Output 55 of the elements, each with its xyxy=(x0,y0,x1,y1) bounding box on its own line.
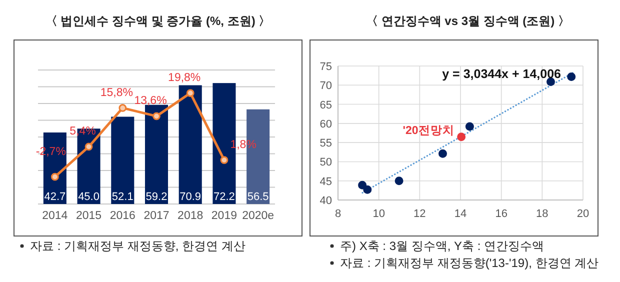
point xyxy=(358,180,367,190)
data-label: 72.2 xyxy=(214,191,235,203)
point xyxy=(567,72,576,81)
text: 주) X축 : 3월 징수액, Y축 : 연간징수액 xyxy=(340,239,544,253)
x-tick-label: 2016 xyxy=(110,210,136,222)
data-label: 59.2 xyxy=(146,191,168,203)
x-tick-label: 18 xyxy=(536,208,548,220)
data-label: 13,6% xyxy=(134,95,167,108)
data-label: 19,8% xyxy=(168,72,201,84)
x-tick-label: 2014 xyxy=(42,210,68,222)
data-label: 52.1 xyxy=(112,191,134,203)
data-label: 15,8% xyxy=(100,86,133,99)
text: 자료 : 기획재정부 재정동향, 한경연 계산 xyxy=(30,239,246,253)
y-tick-label: 45 xyxy=(320,176,332,188)
data-label: 70.9 xyxy=(180,191,202,203)
annotation: y = 3,0344x + 14,006 xyxy=(442,67,562,81)
x-tick-label: 2020e xyxy=(242,210,274,222)
point xyxy=(457,132,466,142)
x-tick-label: 20 xyxy=(576,208,590,220)
point xyxy=(152,112,160,120)
x-tick-label: 14 xyxy=(454,208,467,220)
x-tick-label: 2019 xyxy=(211,210,238,222)
x-tick-label: 8 xyxy=(334,208,342,220)
y-tick-label: 40 xyxy=(320,195,332,207)
x-tick-label: 16 xyxy=(495,208,508,220)
point xyxy=(118,104,127,112)
chart-title: 〈 법인세수 징수액 및 증가율 (%, 조원) 〉 xyxy=(45,14,271,28)
data-label: 45.0 xyxy=(78,191,100,203)
y-tick-label: 55 xyxy=(320,138,332,150)
text: 자료 : 기획재정부 재정동향('13-'19), 한경연 계산 xyxy=(340,256,599,270)
chart-title: 〈 연간징수액 vs 3월 징수액 (조원) 〉 xyxy=(366,14,570,28)
point xyxy=(363,185,372,194)
point xyxy=(84,142,93,151)
point xyxy=(438,149,447,158)
data-label: 42.7 xyxy=(44,191,66,203)
point xyxy=(394,176,404,186)
y-tick-label: 75 xyxy=(320,61,332,73)
data-label: 56.5 xyxy=(247,191,269,203)
point xyxy=(186,89,194,98)
annotation: '20전망치 xyxy=(402,124,454,137)
bar xyxy=(144,104,168,204)
y-tick-label: 70 xyxy=(320,80,332,92)
y-tick-label: 65 xyxy=(320,99,332,112)
y-tick-label: 50 xyxy=(320,156,332,169)
point xyxy=(50,172,59,181)
x-tick-label: 2018 xyxy=(178,210,204,222)
bar xyxy=(111,116,134,204)
x-tick-label: 2015 xyxy=(76,210,102,222)
y-tick-label: 60 xyxy=(320,118,332,130)
bar xyxy=(178,85,202,204)
x-tick-label: 10 xyxy=(372,208,385,220)
point xyxy=(465,122,474,131)
x-tick-label: 2017 xyxy=(144,210,170,222)
point xyxy=(220,156,228,164)
x-tick-label: 12 xyxy=(414,208,426,220)
